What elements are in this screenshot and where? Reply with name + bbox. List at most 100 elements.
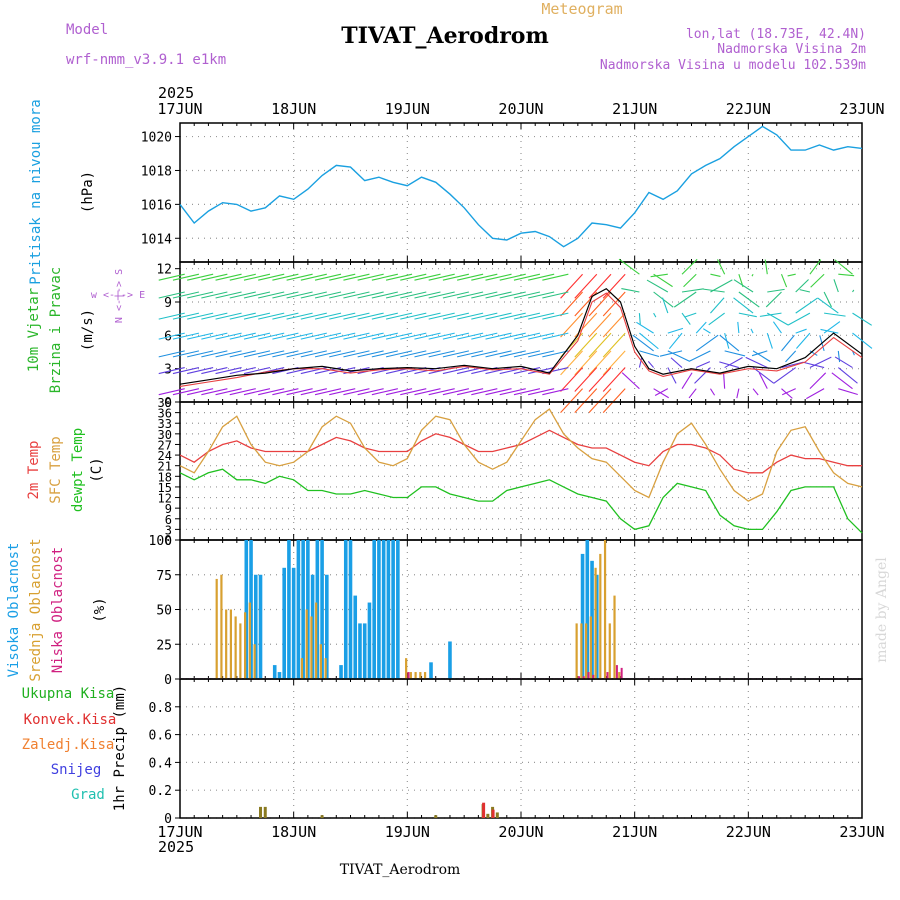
wind-arrow (723, 372, 726, 389)
year-bottom: 2025 (158, 838, 194, 856)
wind-arrow (681, 258, 698, 275)
wind-arrow (428, 388, 455, 396)
wind-arrow (158, 291, 185, 299)
wind-arrow (795, 328, 807, 334)
wind-arrow (314, 273, 342, 281)
wind-arrow (765, 291, 782, 308)
wind-arrow (542, 312, 569, 320)
precip-legend-label: Snijeg (51, 762, 102, 778)
date-label-bottom: 19JUN (385, 823, 430, 841)
wind-arrow (702, 328, 711, 334)
wind-arrow (499, 350, 526, 358)
wind-arrow (357, 388, 384, 396)
wind-arrow (806, 388, 825, 400)
wind-arrow (187, 312, 214, 320)
wind-arrow (750, 328, 754, 334)
cloud-bar (448, 641, 452, 679)
wind-arrow (243, 312, 271, 320)
cloud-bar (419, 672, 422, 679)
date-label-bottom: 22JUN (726, 823, 771, 841)
wind-arrow (158, 312, 185, 320)
wind-arrow (542, 332, 569, 340)
wind-arrow (400, 273, 427, 281)
wind-arrow (229, 388, 256, 396)
cloud-bar (620, 667, 623, 679)
wind-arrow (215, 332, 242, 340)
wind-arrow (602, 367, 626, 392)
wind-arrow (229, 350, 256, 358)
wind-arrow (602, 350, 626, 376)
cloud-bar (358, 623, 362, 679)
wind-arrow (314, 388, 342, 396)
ytick-label: 3 (165, 523, 172, 537)
wind-arrow (621, 372, 640, 390)
date-label-top: 23JUN (839, 100, 884, 118)
wind-arrow (442, 332, 470, 340)
cloud-bar (229, 609, 232, 679)
date-label-bottom: 20JUN (498, 823, 543, 841)
wind-arrow (485, 273, 512, 281)
wind-arrow (781, 388, 793, 399)
wind-arrow (751, 350, 768, 357)
credit-label: made by Angel (874, 557, 890, 663)
wind-arrow (442, 350, 470, 358)
wind-arrow (357, 273, 384, 281)
cloud-bar (580, 553, 585, 679)
footer-title: TIVAT_Aerodrom (340, 862, 461, 878)
wind-arrow (371, 273, 398, 281)
wind-arrow (442, 388, 470, 396)
wind-arrow (751, 273, 754, 277)
wind-gust-line (179, 292, 863, 387)
wind-arrow (795, 279, 809, 293)
date-axis-top: 17JUN 18JUN 19JUN 20JUN 21JUN 22JUN 23JUN (157, 100, 884, 118)
wind-arrow (724, 357, 743, 369)
cloud-bar (287, 540, 291, 679)
ylabel-line: Niska Oblacnost (50, 547, 66, 673)
wind-arrow (357, 332, 384, 340)
wind-arrow (456, 388, 484, 396)
cloud-bar (414, 672, 417, 679)
wind-arrow (688, 350, 711, 362)
wind-arrow (542, 350, 569, 358)
temp-line-0 (179, 429, 862, 474)
wind-arrow (834, 356, 853, 369)
wind-arrow (673, 291, 697, 308)
wind-arrow (442, 273, 470, 281)
wind-arrow (670, 357, 683, 368)
wind-arrow (602, 312, 626, 338)
wind-arrow (343, 291, 370, 299)
wind-arrow (574, 367, 598, 392)
wind-arrow (799, 289, 811, 293)
wind-arrow (229, 291, 256, 299)
wind-arrow (499, 291, 526, 299)
ytick-label: 1020 (141, 131, 172, 146)
wind-arrow (767, 288, 785, 293)
ylabel-line: 2m Temp (26, 440, 42, 499)
wind-arrow (343, 388, 370, 396)
wind-arrow (542, 273, 569, 281)
wind-arrow (667, 350, 690, 362)
wind-arrow (574, 350, 598, 376)
precip-legend-label: Zaledj.Kisa (22, 737, 115, 753)
precip-bar (482, 802, 486, 818)
ytick-label: 0.8 (149, 701, 172, 716)
wind-arrow (343, 350, 370, 358)
wind-arrow (471, 332, 498, 340)
wind-arrow (809, 356, 832, 369)
wind-arrow (428, 273, 455, 281)
wind-arrow (710, 273, 721, 277)
wind-arrow (639, 332, 659, 350)
wind-arrow (414, 312, 441, 320)
cloud-bar (578, 676, 581, 679)
wind-arrow (809, 259, 822, 275)
wind-arrow (187, 332, 214, 340)
wind-arrow (733, 297, 754, 314)
cloud-bar (594, 574, 599, 679)
cloud-bar (291, 567, 296, 679)
ytick-label: 27 (158, 438, 172, 452)
wind-arrow (456, 312, 484, 320)
wind-arrow (456, 273, 484, 281)
wind-arrow (314, 350, 342, 358)
wind-arrow (456, 332, 484, 340)
